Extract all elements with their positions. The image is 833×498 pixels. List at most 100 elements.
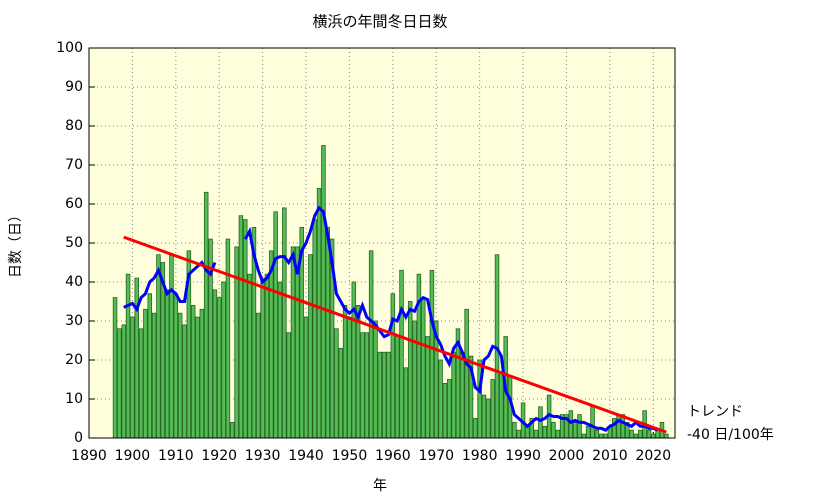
bar [203, 191, 209, 439]
bar [173, 293, 179, 439]
bar [390, 293, 396, 439]
x-tick-label: 1920 [201, 448, 237, 464]
bar [308, 254, 313, 439]
x-tick-label: 1890 [71, 448, 107, 464]
bar [585, 425, 591, 439]
x-tick-label: 1970 [418, 448, 454, 464]
bar [603, 433, 608, 439]
bar [147, 293, 153, 439]
bar [177, 312, 183, 439]
bar [473, 418, 478, 439]
bar [420, 297, 426, 439]
bar [112, 297, 118, 439]
bar [247, 273, 252, 439]
bar [121, 324, 126, 439]
bar [638, 429, 643, 439]
plot-frame [88, 47, 676, 439]
y-tick-label: 50 [65, 235, 83, 251]
bar [516, 429, 521, 439]
bar [377, 351, 383, 439]
bar [256, 312, 261, 439]
bar [312, 219, 317, 439]
bar [143, 308, 148, 439]
bar [399, 269, 404, 439]
bar [164, 289, 170, 439]
bar [577, 414, 582, 439]
bar [373, 320, 378, 439]
bar [290, 246, 296, 439]
bar [156, 254, 161, 439]
x-tick-label: 1980 [462, 448, 498, 464]
x-tick-label: 2010 [592, 448, 628, 464]
bar [138, 328, 144, 439]
bar [199, 308, 205, 439]
y-tick-label: 10 [65, 391, 83, 407]
bar [243, 219, 248, 439]
bar [238, 215, 244, 439]
y-tick-label: 60 [65, 196, 83, 212]
y-tick-label: 20 [65, 352, 83, 368]
y-tick-label: 90 [65, 79, 83, 95]
annotation: トレンド [687, 404, 743, 420]
bar [651, 433, 656, 439]
bar [338, 347, 344, 439]
y-tick-label: 0 [74, 430, 83, 446]
bar [394, 336, 400, 439]
bar [594, 429, 600, 439]
annotation: -40 日/100年 [687, 427, 774, 443]
bar [551, 421, 556, 439]
y-axis-label: 日数（日） [8, 208, 24, 278]
bar [481, 394, 487, 439]
bar [425, 336, 430, 439]
bar [451, 351, 456, 439]
bar [125, 273, 131, 439]
bar [355, 304, 361, 439]
bar [195, 316, 200, 439]
bar [368, 250, 374, 439]
bar [598, 433, 604, 439]
bar [234, 246, 239, 439]
bar [655, 429, 660, 439]
bar [512, 421, 517, 439]
x-tick-label: 2000 [549, 448, 585, 464]
bar [538, 406, 543, 439]
bar [633, 433, 639, 439]
bar [460, 351, 465, 439]
bar [351, 281, 357, 439]
y-tick-label: 70 [65, 157, 83, 173]
bar [386, 351, 391, 439]
y-tick-label: 40 [65, 274, 83, 290]
bar [533, 429, 539, 439]
bar [190, 304, 196, 439]
bar [151, 312, 157, 439]
bar [581, 433, 587, 439]
bar [269, 250, 274, 439]
x-tick-label: 1930 [245, 448, 281, 464]
bar [282, 207, 287, 439]
bar [403, 367, 409, 439]
bar [229, 421, 235, 439]
bar [664, 433, 669, 439]
bar [316, 187, 322, 439]
bar [273, 211, 278, 439]
bar [568, 410, 574, 439]
bar [221, 281, 226, 439]
x-tick-label: 1940 [288, 448, 324, 464]
bar [542, 425, 548, 439]
bar [277, 281, 283, 439]
bar [590, 406, 595, 439]
bar [321, 145, 326, 439]
bar [342, 304, 348, 439]
bar [117, 328, 122, 439]
bar [490, 379, 495, 439]
bar [212, 289, 218, 439]
x-tick-label: 2020 [635, 448, 671, 464]
bar [447, 379, 452, 439]
line [123, 235, 667, 434]
x-tick-label: 1950 [332, 448, 368, 464]
bar [499, 371, 504, 439]
x-tick-label: 1900 [115, 448, 151, 464]
bar [169, 254, 174, 439]
x-tick-label: 1960 [375, 448, 411, 464]
